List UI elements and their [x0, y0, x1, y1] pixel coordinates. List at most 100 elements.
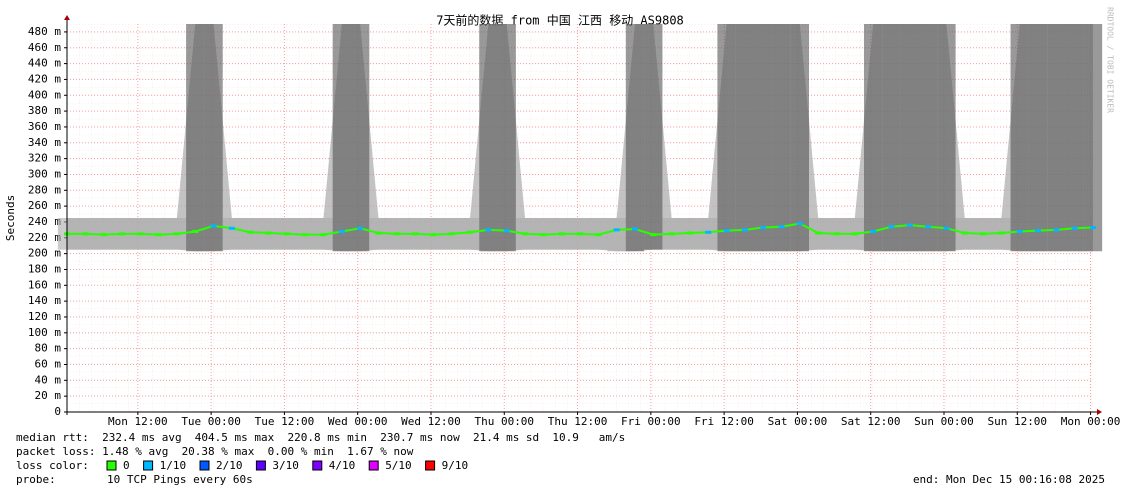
- y-tick-label: 40 m: [35, 373, 62, 386]
- y-tick-label: 200 m: [28, 247, 61, 260]
- y-tick-label: 160 m: [28, 278, 61, 291]
- median-point: [118, 232, 125, 236]
- median-point: [925, 225, 932, 229]
- y-axis-label: Seconds: [4, 195, 17, 241]
- x-arrow: [1097, 409, 1102, 415]
- smoke-column: [1083, 24, 1103, 252]
- median-point: [100, 233, 107, 237]
- smoke-column: [790, 24, 810, 252]
- x-tick-label: Tue 00:00: [181, 415, 241, 428]
- median-point: [686, 231, 693, 235]
- legend-swatch: [368, 460, 379, 471]
- median-point: [412, 232, 419, 236]
- median-point: [1053, 228, 1060, 232]
- smoke-column: [607, 218, 626, 252]
- median-point: [247, 230, 254, 234]
- smoke-column: [772, 24, 791, 252]
- median-point: [1090, 226, 1096, 230]
- side-label: RRDTOOL / TOBI OETIKER: [1106, 7, 1115, 113]
- y-tick-label: 180 m: [28, 262, 61, 275]
- median-point: [723, 229, 730, 233]
- median-point: [558, 232, 565, 236]
- y-tick-label: 60 m: [35, 357, 62, 370]
- y-tick-label: 220 m: [28, 231, 61, 244]
- smoke-column: [699, 218, 718, 250]
- smoke-column: [863, 24, 883, 252]
- median-point: [448, 232, 455, 236]
- median-point: [82, 232, 89, 236]
- y-tick-label: 0: [54, 405, 61, 418]
- median-point: [851, 232, 858, 236]
- y-tick-label: 240 m: [28, 215, 61, 228]
- y-tick-label: 340 m: [28, 136, 61, 149]
- smoke-column: [186, 24, 205, 252]
- median-point: [430, 233, 437, 237]
- median-point: [1071, 226, 1078, 230]
- median-point: [393, 232, 400, 236]
- median-point: [1016, 229, 1023, 233]
- median-point: [650, 233, 657, 237]
- median-point: [357, 226, 364, 230]
- x-tick-label: Tue 12:00: [255, 415, 315, 428]
- y-tick-label: 440 m: [28, 57, 61, 70]
- y-tick-label: 300 m: [28, 167, 61, 180]
- median-point: [467, 230, 474, 234]
- smoke-column: [937, 24, 956, 252]
- median-point: [815, 231, 822, 235]
- median-point: [173, 232, 180, 236]
- smoke-column: [735, 24, 755, 252]
- smoke-column: [644, 24, 663, 250]
- median-point: [888, 225, 895, 229]
- median-point: [668, 232, 675, 236]
- median-point: [906, 223, 913, 227]
- median-point: [613, 228, 620, 232]
- median-point: [265, 231, 272, 235]
- median-point: [210, 224, 217, 228]
- smoke-column: [1047, 24, 1066, 252]
- smoke-column: [1010, 24, 1029, 252]
- y-tick-label: 400 m: [28, 88, 61, 101]
- end-time: end: Mon Dec 15 00:16:08 2025: [913, 473, 1105, 486]
- median-point: [577, 232, 583, 236]
- smoke-column: [350, 24, 370, 252]
- x-tick-label: Sun 00:00: [914, 415, 974, 428]
- smoke-column: [1065, 24, 1084, 252]
- x-tick-label: Fri 12:00: [694, 415, 754, 428]
- median-point: [631, 227, 638, 231]
- x-tick-label: Mon 00:00: [1061, 415, 1121, 428]
- stats-line: packet loss: 1.48 % avg 20.38 % max 0.00…: [16, 445, 414, 458]
- legend-label: 1/10: [160, 459, 187, 472]
- x-tick-label: Wed 00:00: [328, 415, 388, 428]
- y-arrow: [64, 15, 70, 20]
- legend-label: 3/10: [272, 459, 299, 472]
- median-point: [796, 222, 803, 226]
- median-point: [760, 226, 767, 230]
- smoke-column: [241, 218, 260, 250]
- median-point: [778, 225, 785, 229]
- smoke-column: [1028, 24, 1048, 252]
- smoke-column: [497, 24, 516, 252]
- smoke-column: [204, 24, 223, 252]
- legend-swatch: [255, 460, 266, 471]
- legend-swatch: [106, 460, 117, 471]
- y-tick-label: 420 m: [28, 72, 61, 85]
- y-tick-label: 360 m: [28, 120, 61, 133]
- median-point: [998, 231, 1005, 235]
- x-tick-label: Thu 00:00: [474, 415, 534, 428]
- median-point: [503, 229, 510, 233]
- y-tick-label: 80 m: [35, 342, 62, 355]
- legend-label: 9/10: [442, 459, 469, 472]
- legend-swatch: [199, 460, 210, 471]
- y-tick-label: 280 m: [28, 183, 61, 196]
- median-point: [705, 230, 712, 234]
- y-tick-label: 480 m: [28, 25, 61, 38]
- y-tick-label: 260 m: [28, 199, 61, 212]
- median-point: [283, 232, 290, 236]
- median-point: [833, 232, 840, 236]
- median-point: [961, 231, 968, 235]
- legend-swatch: [312, 460, 323, 471]
- probe: 10 TCP Pings every 60s: [107, 473, 253, 486]
- x-tick-label: Sat 00:00: [768, 415, 828, 428]
- median-point: [320, 233, 327, 237]
